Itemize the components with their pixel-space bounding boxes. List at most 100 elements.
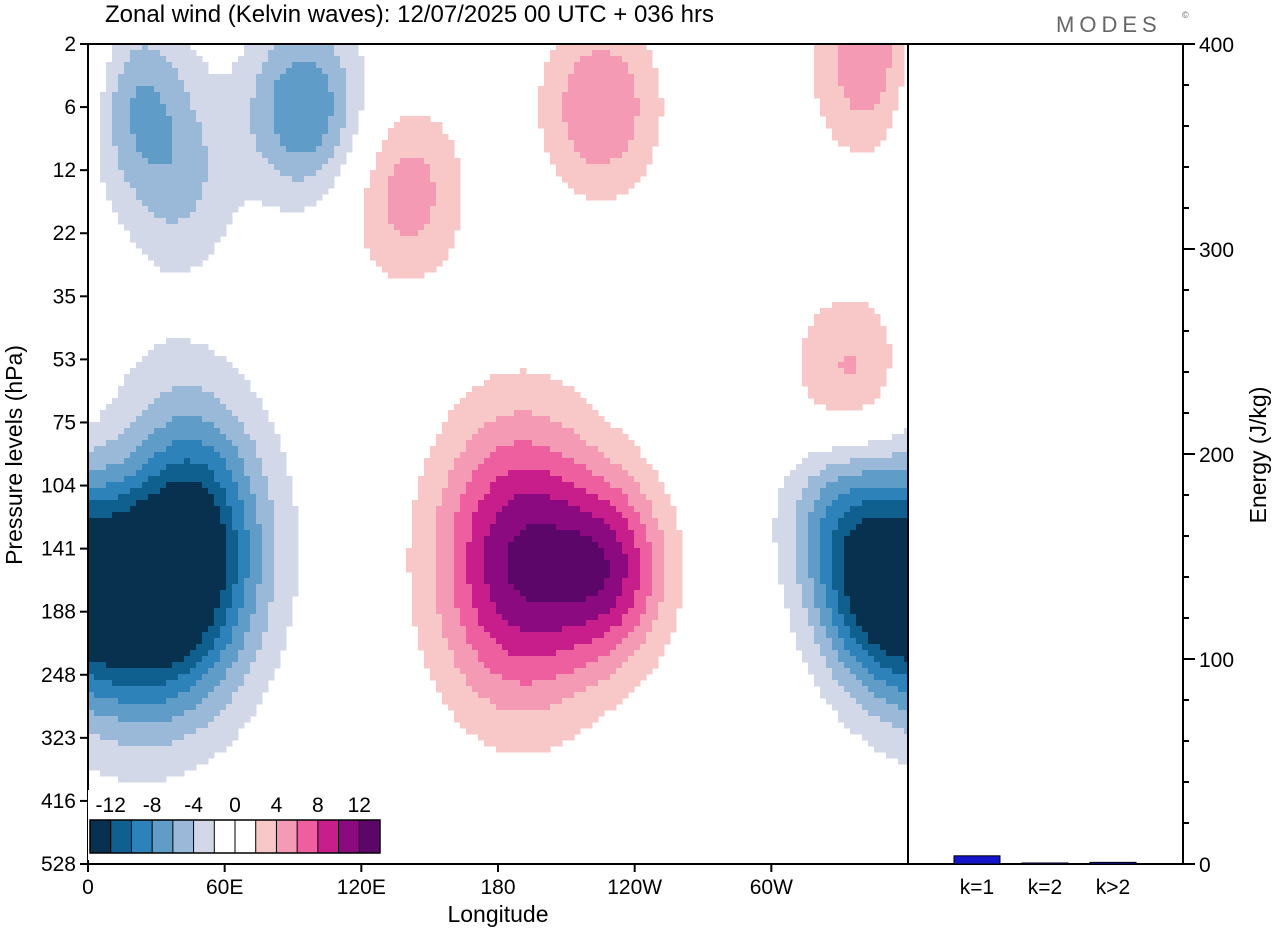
heatmap-cell xyxy=(526,500,533,507)
heatmap-cell xyxy=(856,122,863,129)
heatmap-cell xyxy=(862,458,869,465)
heatmap-cell xyxy=(112,50,119,57)
heatmap-cell xyxy=(118,452,125,459)
heatmap-cell xyxy=(454,512,461,519)
heatmap-cell xyxy=(850,308,857,315)
heatmap-cell xyxy=(484,536,491,543)
heatmap-cell xyxy=(196,356,203,363)
heatmap-cell xyxy=(274,446,281,453)
heatmap-cell xyxy=(820,74,827,81)
heatmap-cell xyxy=(832,356,839,363)
heatmap-cell xyxy=(886,506,893,513)
heatmap-cell xyxy=(106,92,113,99)
heatmap-cell xyxy=(832,314,839,321)
heatmap-cell xyxy=(604,80,611,87)
heatmap-cell xyxy=(496,374,503,381)
heatmap-cell xyxy=(310,128,317,135)
heatmap-cell xyxy=(610,74,617,81)
heatmap-cell xyxy=(286,92,293,99)
heatmap-cell xyxy=(172,44,179,51)
heatmap-cell xyxy=(808,548,815,555)
heatmap-cell xyxy=(112,428,119,435)
heatmap-cell xyxy=(316,134,323,141)
heatmap-cell xyxy=(160,554,167,561)
heatmap-cell xyxy=(244,446,251,453)
heatmap-cell xyxy=(562,122,569,129)
heatmap-cell xyxy=(808,536,815,543)
heatmap-cell xyxy=(556,554,563,561)
heatmap-cell xyxy=(880,104,887,111)
heatmap-cell xyxy=(154,56,161,63)
heatmap-cell xyxy=(166,266,173,273)
heatmap-cell xyxy=(322,98,329,105)
heatmap-cell xyxy=(184,464,191,471)
heatmap-cell xyxy=(238,98,245,105)
heatmap-cell xyxy=(334,92,341,99)
heatmap-cell xyxy=(190,74,197,81)
heatmap-cell xyxy=(520,386,527,393)
heatmap-cell xyxy=(820,386,827,393)
heatmap-cell xyxy=(130,110,137,117)
heatmap-cell xyxy=(268,440,275,447)
heatmap-cell xyxy=(100,488,107,495)
heatmap-cell xyxy=(616,548,623,555)
heatmap-cell xyxy=(880,332,887,339)
heatmap-cell xyxy=(862,62,869,69)
heatmap-cell xyxy=(160,440,167,447)
heatmap-cell xyxy=(868,488,875,495)
heatmap-cell xyxy=(826,368,833,375)
heatmap-cell xyxy=(430,230,437,237)
heatmap-cell xyxy=(268,452,275,459)
heatmap-cell xyxy=(670,554,677,561)
heatmap-cell xyxy=(844,386,851,393)
heatmap-cell xyxy=(172,452,179,459)
heatmap-cell xyxy=(256,518,263,525)
heatmap-cell xyxy=(448,218,455,225)
heatmap-cell xyxy=(790,524,797,531)
heatmap-cell xyxy=(154,50,161,57)
heatmap-cell xyxy=(802,506,809,513)
heatmap-cell xyxy=(838,500,845,507)
heatmap-cell xyxy=(412,272,419,279)
heatmap-cell xyxy=(166,80,173,87)
heatmap-cell xyxy=(316,110,323,117)
heatmap-cell xyxy=(874,104,881,111)
heatmap-cell xyxy=(166,452,173,459)
heatmap-cell xyxy=(538,536,545,543)
heatmap-cell xyxy=(472,398,479,405)
heatmap-cell xyxy=(628,494,635,501)
heatmap-cell xyxy=(154,170,161,177)
heatmap-cell xyxy=(238,494,245,501)
heatmap-cell xyxy=(136,218,143,225)
heatmap-cell xyxy=(874,68,881,75)
heatmap-cell xyxy=(244,434,251,441)
heatmap-cell xyxy=(160,380,167,387)
heatmap-cell xyxy=(424,212,431,219)
heatmap-cell xyxy=(532,386,539,393)
heatmap-cell xyxy=(592,422,599,429)
heatmap-cell xyxy=(160,398,167,405)
heatmap-cell xyxy=(274,470,281,477)
heatmap-cell xyxy=(286,512,293,519)
heatmap-cell xyxy=(844,446,851,453)
heatmap-cell xyxy=(592,50,599,57)
heatmap-cell xyxy=(286,74,293,81)
heatmap-cell xyxy=(130,530,137,537)
heatmap-cell xyxy=(118,188,125,195)
heatmap-cell xyxy=(460,494,467,501)
heatmap-cell xyxy=(628,146,635,153)
heatmap-cell xyxy=(898,434,905,441)
heatmap-cell xyxy=(532,434,539,441)
heatmap-cell xyxy=(502,524,509,531)
heatmap-cell xyxy=(574,488,581,495)
heatmap-cell xyxy=(406,230,413,237)
heatmap-cell xyxy=(202,218,209,225)
heatmap-cell xyxy=(208,554,215,561)
heatmap-cell xyxy=(94,500,101,507)
heatmap-cell xyxy=(268,56,275,63)
heatmap-cell xyxy=(538,98,545,105)
heatmap-cell xyxy=(250,506,257,513)
heatmap-cell xyxy=(310,158,317,165)
heatmap-cell xyxy=(670,512,677,519)
heatmap-cell xyxy=(172,158,179,165)
